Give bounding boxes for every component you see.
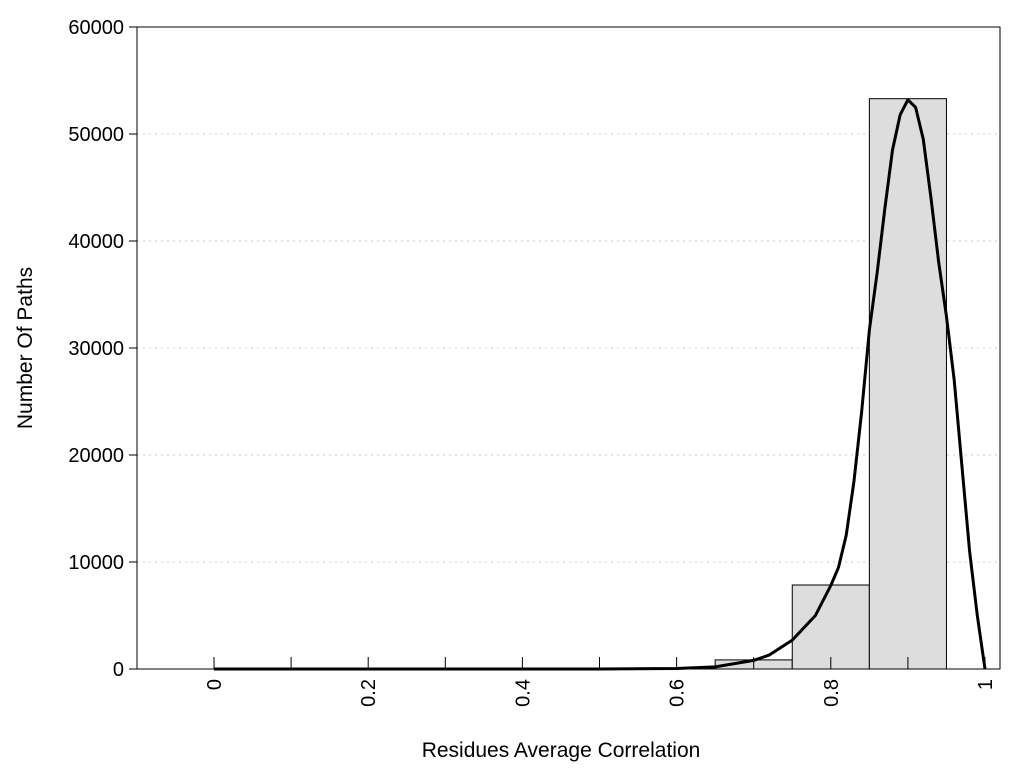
x-axis: 0 0.2 0.4 0.6 0.8 1 bbox=[204, 657, 997, 707]
y-tick-label: 60000 bbox=[68, 17, 124, 39]
x-tick-label: 0 bbox=[204, 679, 226, 690]
y-axis: 0 10000 20000 30000 40000 50000 60000 bbox=[68, 17, 137, 681]
x-tick-label: 0.4 bbox=[512, 679, 534, 707]
y-axis-label: Number Of Paths bbox=[14, 267, 37, 429]
y-tick-label: 0 bbox=[113, 659, 124, 681]
x-tick-label: 0.8 bbox=[821, 679, 843, 707]
x-tick-label: 0.2 bbox=[358, 679, 380, 707]
x-axis-label: Residues Average Correlation bbox=[422, 739, 701, 762]
histogram-bar bbox=[868, 98, 947, 670]
y-tick-label: 40000 bbox=[68, 231, 124, 253]
y-tick-label: 50000 bbox=[68, 124, 124, 146]
x-tick-label: 0.6 bbox=[667, 679, 689, 707]
y-tick-label: 20000 bbox=[68, 445, 124, 467]
x-tick-label: 1 bbox=[975, 679, 997, 690]
y-tick-label: 30000 bbox=[68, 338, 124, 360]
y-tick-label: 10000 bbox=[68, 552, 124, 574]
